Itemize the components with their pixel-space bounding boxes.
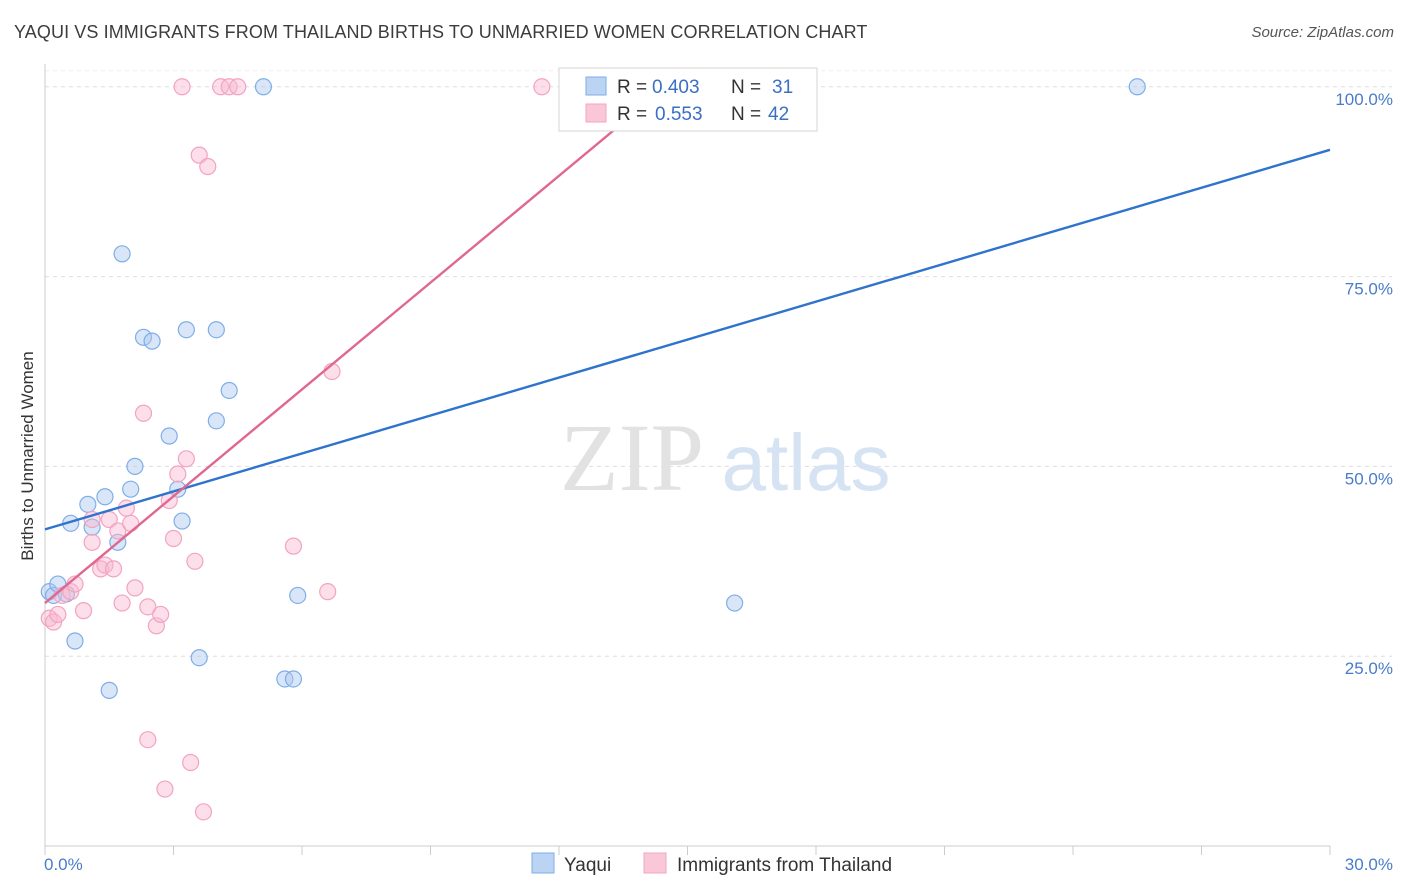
yaqui-point — [284, 670, 303, 688]
thailand-point — [109, 522, 127, 540]
yaqui-point — [100, 681, 118, 699]
yaqui-point — [143, 332, 161, 350]
y-tick-label: 50.0% — [1345, 469, 1393, 488]
x-tick-label: 0.0% — [44, 855, 83, 874]
thailand-point — [169, 465, 187, 483]
source-label: Source: ZipAtlas.com — [1251, 24, 1394, 41]
thailand-point — [74, 602, 93, 620]
yaqui-point — [66, 632, 84, 650]
legend-r-label-1: R = — [617, 77, 647, 98]
series-legend: Yaqui Immigrants from Thailand — [531, 852, 892, 876]
thailand-point — [156, 780, 174, 798]
thailand-trend-line — [44, 85, 667, 604]
thailand-point — [139, 598, 157, 616]
legend-n-label-1: N = — [731, 77, 761, 98]
thailand-point — [190, 146, 208, 164]
yaqui-point — [190, 649, 208, 667]
thailand-point — [152, 605, 170, 624]
legend-n-value-1: 31 — [772, 77, 793, 98]
x-tick-label: 30.0% — [1345, 855, 1393, 874]
thailand-point — [284, 537, 303, 555]
thailand-point — [104, 560, 123, 578]
correlation-legend: R = 0.403 N = 31 R = 0.553 N = 42 — [558, 67, 818, 132]
bottom-legend-yaqui: Yaqui — [564, 855, 611, 876]
thailand-point — [83, 533, 101, 551]
legend-r-value-1: 0.403 — [652, 77, 700, 98]
yaqui-point — [726, 594, 744, 612]
yaqui-point — [134, 328, 153, 346]
thailand-point — [139, 731, 157, 749]
y-axis-label: Births to Unmarried Women — [18, 351, 37, 560]
thailand-point — [113, 594, 131, 612]
yaqui-point — [173, 512, 191, 530]
legend-r-label-2: R = — [617, 104, 647, 125]
bottom-legend-thailand: Immigrants from Thailand — [677, 855, 892, 876]
yaqui-point — [220, 381, 238, 400]
legend-swatch-yaqui — [585, 76, 607, 96]
thailand-point — [229, 78, 247, 96]
thailand-point — [182, 753, 200, 772]
thailand-point — [134, 404, 153, 422]
thailand-point — [194, 803, 213, 821]
yaqui-point — [96, 488, 114, 506]
thailand-point — [49, 605, 67, 624]
y-tick-label: 100.0% — [1335, 90, 1393, 109]
thailand-point — [96, 556, 114, 574]
thailand-point — [319, 583, 337, 601]
bottom-legend-swatch-yaqui — [531, 852, 555, 874]
thailand-point — [186, 552, 204, 570]
y-tick-label: 75.0% — [1345, 280, 1393, 299]
yaqui-point — [79, 495, 97, 513]
yaqui-point — [160, 427, 178, 445]
thailand-point — [164, 529, 183, 548]
watermark: ZIP atlas — [560, 404, 890, 511]
yaqui-point — [126, 457, 144, 475]
yaqui-point — [207, 321, 225, 339]
legend-r-value-2: 0.553 — [655, 104, 703, 125]
thailand-point — [122, 514, 140, 532]
thailand-point — [126, 579, 144, 597]
watermark-atlas: atlas — [722, 418, 891, 507]
trend-lines — [44, 85, 1331, 604]
grid-lines — [45, 70, 1392, 657]
watermark-zip: ZIP — [560, 404, 704, 511]
thailand-point — [173, 78, 191, 96]
thailand-point — [199, 157, 217, 176]
legend-n-value-2: 42 — [768, 104, 789, 125]
yaqui-point — [177, 321, 195, 339]
thailand-point — [177, 450, 195, 468]
tick-labels: 25.0% 50.0% 75.0% 100.0% 0.0% 30.0% — [44, 90, 1393, 874]
thailand-point — [533, 78, 551, 96]
yaqui-trend-line — [44, 148, 1331, 531]
yaqui-point — [207, 412, 225, 430]
yaqui-point — [122, 480, 140, 498]
legend-swatch-thailand — [585, 103, 607, 123]
axes — [44, 64, 1331, 855]
legend-n-label-2: N = — [731, 104, 761, 125]
yaqui-point — [113, 245, 131, 263]
yaqui-point — [254, 78, 273, 96]
yaqui-point — [289, 586, 307, 605]
yaqui-point — [1128, 78, 1146, 96]
bottom-legend-swatch-thailand — [643, 852, 667, 874]
y-tick-label: 25.0% — [1345, 659, 1393, 678]
thailand-point — [147, 617, 165, 635]
chart-title: YAQUI VS IMMIGRANTS FROM THAILAND BIRTHS… — [14, 22, 868, 42]
